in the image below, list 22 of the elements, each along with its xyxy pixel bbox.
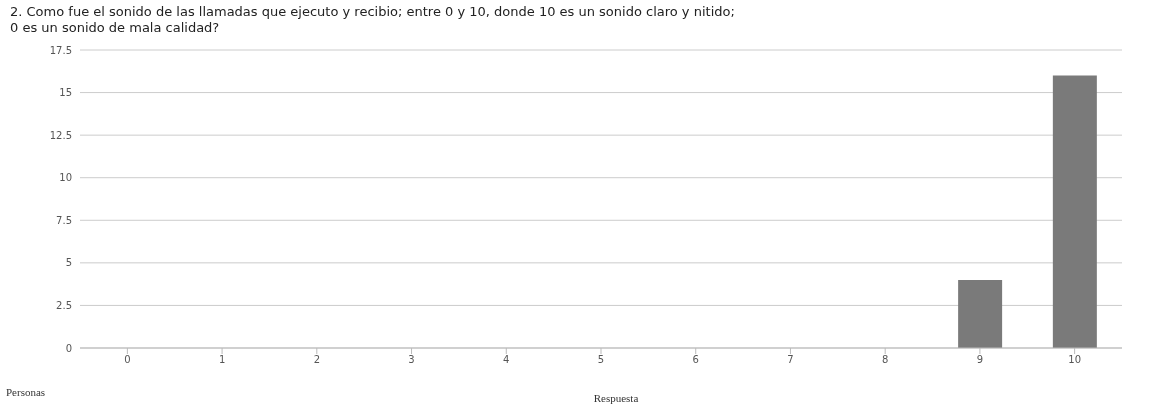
x-tick-label: 8 [881,354,889,366]
x-tick-label: 7 [787,354,794,366]
y-tick-label: 15 [59,87,72,99]
y-tick-label: 7.5 [56,214,72,226]
x-axis-title: Respuesta [593,392,639,404]
chart-title: 2. Como fue el sonido de las llamadas que ejecuto y recibio; entre 0 y 10, donde 10 es un sonido claro y nitido; 0 es un sonido de mala calidad? [10,4,735,36]
y-tick-label: 10 [59,172,72,184]
x-tick-label: 4 [503,354,510,366]
x-tick-label: 1 [218,354,226,366]
x-tick-label: 3 [408,354,415,366]
y-tick-label: 12.5 [49,129,72,141]
x-tick-label: 2 [313,354,321,366]
y-tick-label: 17.5 [49,44,72,56]
y-tick-label: 2.5 [56,299,72,311]
y-tick-label: 5 [65,257,72,269]
x-tick-label: 0 [124,354,131,366]
x-tick-label: 5 [597,354,605,366]
y-tick-label: 0 [65,342,72,354]
x-tick-label: 9 [976,354,984,366]
x-tick-label: 6 [692,354,699,366]
x-tick-label: 10 [1068,354,1081,366]
y-axis-title: Personas [6,386,46,398]
